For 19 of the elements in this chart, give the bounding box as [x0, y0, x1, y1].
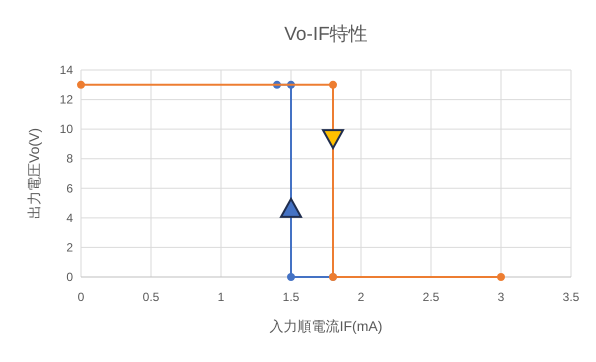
- y-tick-label: 8: [66, 152, 74, 166]
- y-tick-label: 4: [66, 210, 74, 225]
- y-tick-label: 6: [66, 181, 74, 196]
- x-tick-label: 3.5: [562, 290, 580, 304]
- y-tick-label: 14: [60, 63, 74, 77]
- y-tick-label: 10: [60, 122, 74, 136]
- x-axis-title: 入力順電流IF(mA): [270, 318, 382, 334]
- y-tick-label: 0: [66, 270, 74, 284]
- x-tick-label: 2.5: [422, 290, 440, 304]
- y-tick-label: 2: [66, 240, 74, 254]
- x-tick-label: 2: [358, 290, 365, 304]
- x-tick-label: 1.5: [282, 290, 300, 304]
- y-tick-label: 12: [60, 92, 74, 107]
- x-tick-label: 0.5: [142, 290, 160, 304]
- chart-title: Vo-IF特性: [284, 24, 368, 45]
- x-tick-label: 1: [218, 290, 225, 304]
- x-tick-label: 3: [498, 290, 505, 304]
- x-tick-label: 0: [78, 290, 85, 304]
- y-axis-title: 出力電圧Vo(V): [26, 128, 42, 220]
